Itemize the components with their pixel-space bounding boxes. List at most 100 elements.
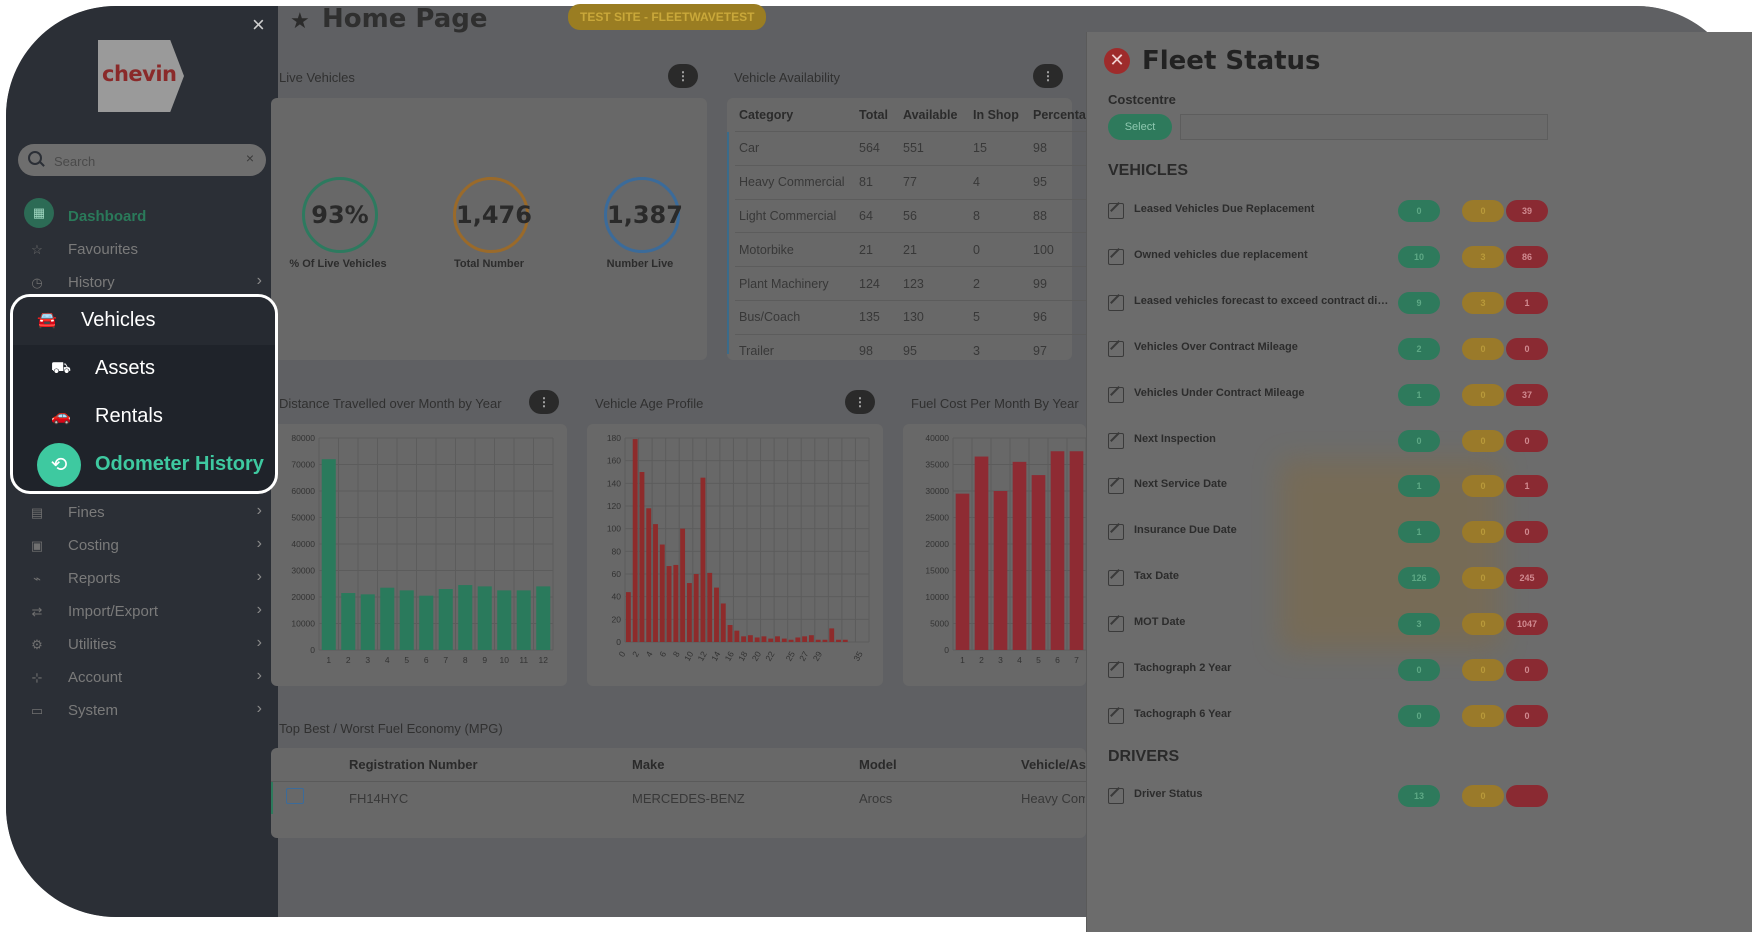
status-red-badge[interactable]: 0 xyxy=(1506,659,1548,681)
bar xyxy=(497,590,512,650)
status-green-badge[interactable]: 1 xyxy=(1398,521,1440,544)
status-green-badge[interactable]: 0 xyxy=(1398,659,1440,681)
y-tick-label: 20000 xyxy=(291,592,315,602)
status-amber-badge[interactable]: 0 xyxy=(1462,383,1504,406)
status-red-badge[interactable] xyxy=(1506,785,1548,807)
close-sidebar-button[interactable]: × xyxy=(252,12,265,37)
edit-icon[interactable] xyxy=(1108,386,1124,403)
menu-odometer-history[interactable]: ⟲ Odometer History xyxy=(13,441,275,489)
search-input[interactable] xyxy=(52,150,236,172)
fleet-row-vehicles-under-contract-mileage: Vehicles Under Contract Mileage 1 0 37 xyxy=(1108,383,1548,408)
edit-icon[interactable] xyxy=(1108,203,1124,219)
status-green-badge[interactable]: 0 xyxy=(1398,704,1440,727)
sidebar-item-label: Utilities xyxy=(68,636,117,653)
x-tick-label: 4 xyxy=(385,655,390,665)
bar xyxy=(666,566,672,642)
sidebar-item-dashboard[interactable]: ▦ Dashboard xyxy=(22,198,262,232)
chevin-logo[interactable]: chevin xyxy=(98,40,184,112)
menu-vehicles[interactable]: 🚘 Vehicles xyxy=(13,297,275,345)
menu-assets[interactable]: ⛟ Assets xyxy=(13,345,275,393)
status-red-badge[interactable]: 1047 xyxy=(1506,613,1548,636)
status-green-badge[interactable]: 9 xyxy=(1398,291,1440,314)
status-green-badge[interactable]: 1 xyxy=(1398,383,1440,406)
edit-icon[interactable] xyxy=(1108,432,1124,449)
sidebar-item-account[interactable]: ⊹ Account › xyxy=(22,663,262,693)
edit-icon[interactable] xyxy=(1108,294,1124,311)
status-red-badge[interactable]: 0 xyxy=(1506,704,1548,727)
y-tick-label: 70000 xyxy=(291,460,315,470)
status-red-badge[interactable]: 0 xyxy=(1506,337,1548,360)
status-amber-badge[interactable]: 0 xyxy=(1462,475,1504,498)
sidebar-item-utilities[interactable]: ⚙ Utilities › xyxy=(22,630,262,660)
status-amber-badge[interactable]: 0 xyxy=(1462,659,1504,681)
status-amber-badge[interactable]: 0 xyxy=(1462,521,1504,544)
status-green-badge[interactable]: 0 xyxy=(1398,200,1440,222)
sidebar-item-costing[interactable]: ▣ Costing › xyxy=(22,531,262,561)
live-vehicles-menu-button[interactable]: ⋮ xyxy=(668,64,698,88)
edit-icon[interactable] xyxy=(1108,248,1124,265)
status-amber-badge[interactable]: 0 xyxy=(1462,785,1504,807)
edit-icon[interactable] xyxy=(1108,707,1124,724)
costcentre-input[interactable] xyxy=(1180,114,1548,140)
status-amber-badge[interactable]: 3 xyxy=(1462,245,1504,268)
edit-icon[interactable] xyxy=(1108,478,1124,495)
status-red-badge[interactable]: 39 xyxy=(1506,200,1548,222)
edit-icon[interactable] xyxy=(1108,662,1124,678)
edit-icon[interactable] xyxy=(1108,616,1124,633)
status-green-badge[interactable]: 0 xyxy=(1398,429,1440,452)
status-green-badge[interactable]: 1 xyxy=(1398,475,1440,498)
status-amber-badge[interactable]: 3 xyxy=(1462,291,1504,314)
clear-search-icon[interactable]: × xyxy=(245,150,254,166)
status-red-badge[interactable]: 0 xyxy=(1506,429,1548,452)
bar xyxy=(802,636,808,642)
y-tick-label: 160 xyxy=(607,456,621,466)
live-vehicles-label: Live Vehicles xyxy=(279,70,355,85)
edit-icon[interactable] xyxy=(1108,524,1124,541)
sidebar-item-history[interactable]: ◷ History › xyxy=(22,268,262,298)
edit-icon[interactable] xyxy=(1108,788,1124,804)
transfer-icon: ⇄ xyxy=(31,604,43,619)
status-amber-badge[interactable]: 0 xyxy=(1462,704,1504,727)
status-green-badge[interactable]: 126 xyxy=(1398,567,1440,590)
fuel-economy-card xyxy=(271,748,1086,838)
sidebar-item-reports[interactable]: ⌁ Reports › xyxy=(22,564,262,594)
distance-chart-title: Distance Travelled over Month by Year xyxy=(279,396,502,411)
status-green-badge[interactable]: 10 xyxy=(1398,245,1440,268)
edit-icon[interactable] xyxy=(1108,340,1124,357)
close-fleet-status-button[interactable]: ✕ xyxy=(1104,48,1130,74)
age-chart-menu-button[interactable]: ⋮ xyxy=(845,390,875,414)
status-amber-badge[interactable]: 0 xyxy=(1462,200,1504,222)
costcentre-select-button[interactable]: Select xyxy=(1108,114,1172,140)
sitemap-icon: ⊹ xyxy=(31,670,43,685)
bar xyxy=(822,639,828,642)
status-amber-badge[interactable]: 0 xyxy=(1462,613,1504,636)
status-amber-badge[interactable]: 0 xyxy=(1462,429,1504,452)
sidebar-item-fines[interactable]: ▤ Fines › xyxy=(22,498,262,528)
fleet-status-title: Fleet Status xyxy=(1142,46,1321,76)
status-green-badge[interactable]: 3 xyxy=(1398,613,1440,636)
menu-rentals[interactable]: 🚗 Rentals xyxy=(13,393,275,441)
distance-chart-menu-button[interactable]: ⋮ xyxy=(529,390,559,414)
y-tick-label: 60000 xyxy=(291,486,315,496)
favourite-star-icon[interactable]: ★ xyxy=(290,8,310,33)
x-tick-label: 12 xyxy=(695,649,709,662)
status-red-badge[interactable]: 37 xyxy=(1506,383,1548,406)
vehicle-availability-menu-button[interactable]: ⋮ xyxy=(1033,64,1063,88)
status-green-badge[interactable]: 2 xyxy=(1398,337,1440,360)
table-cell: 3 xyxy=(969,333,1029,368)
status-green-badge[interactable]: 13 xyxy=(1398,785,1440,807)
status-red-badge[interactable]: 1 xyxy=(1506,291,1548,314)
sidebar-item-favourites[interactable]: ☆ Favourites xyxy=(22,235,262,265)
y-tick-label: 120 xyxy=(607,501,621,511)
status-amber-badge[interactable]: 0 xyxy=(1462,567,1504,590)
sidebar-item-system[interactable]: ▭ System › xyxy=(22,696,262,726)
status-amber-badge[interactable]: 0 xyxy=(1462,337,1504,360)
sidebar-item-import-export[interactable]: ⇄ Import/Export › xyxy=(22,597,262,627)
status-red-badge[interactable]: 1 xyxy=(1506,475,1548,498)
status-red-badge[interactable]: 86 xyxy=(1506,245,1548,268)
edit-icon[interactable] xyxy=(1108,570,1124,587)
edit-row-icon[interactable] xyxy=(286,788,304,804)
bar xyxy=(974,456,989,650)
status-red-badge[interactable]: 245 xyxy=(1506,567,1548,590)
status-red-badge[interactable]: 0 xyxy=(1506,521,1548,544)
